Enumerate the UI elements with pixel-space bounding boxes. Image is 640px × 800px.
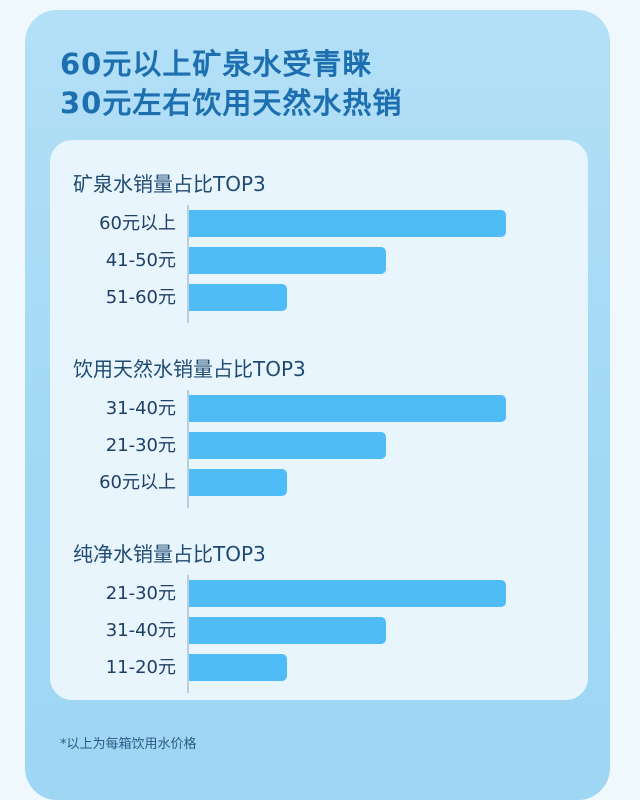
- category-label: 11-20元: [105, 657, 176, 678]
- bar: [189, 469, 288, 496]
- chart-title: 矿泉水销量占比TOP3: [73, 172, 266, 196]
- headline-line-1: 60元以上矿泉水受青睐: [60, 47, 373, 81]
- category-label: 31-40元: [105, 398, 176, 419]
- y-axis-line: [187, 205, 189, 323]
- headline: 60元以上矿泉水受青睐 30元左右饮用天然水热销: [60, 45, 402, 123]
- category-label: 31-40元: [105, 620, 176, 641]
- chart-title: 纯净水销量占比TOP3: [73, 542, 266, 566]
- category-label: 60元以上: [99, 213, 176, 234]
- bar: [189, 580, 506, 607]
- category-label: 41-50元: [105, 250, 176, 271]
- category-label: 21-30元: [105, 583, 176, 604]
- bar: [189, 617, 386, 644]
- y-axis-line: [187, 575, 189, 693]
- category-label: 21-30元: [105, 435, 176, 456]
- bar: [189, 210, 506, 237]
- footnote: *以上为每箱饮用水价格: [60, 737, 197, 752]
- bar: [189, 654, 288, 681]
- category-label: 60元以上: [99, 472, 176, 493]
- chart-title: 饮用天然水销量占比TOP3: [73, 357, 306, 381]
- bar: [189, 395, 506, 422]
- bar: [189, 247, 386, 274]
- y-axis-line: [187, 390, 189, 508]
- headline-line-2: 30元左右饮用天然水热销: [60, 86, 403, 120]
- category-label: 51-60元: [105, 287, 176, 308]
- bar: [189, 284, 288, 311]
- bar: [189, 432, 386, 459]
